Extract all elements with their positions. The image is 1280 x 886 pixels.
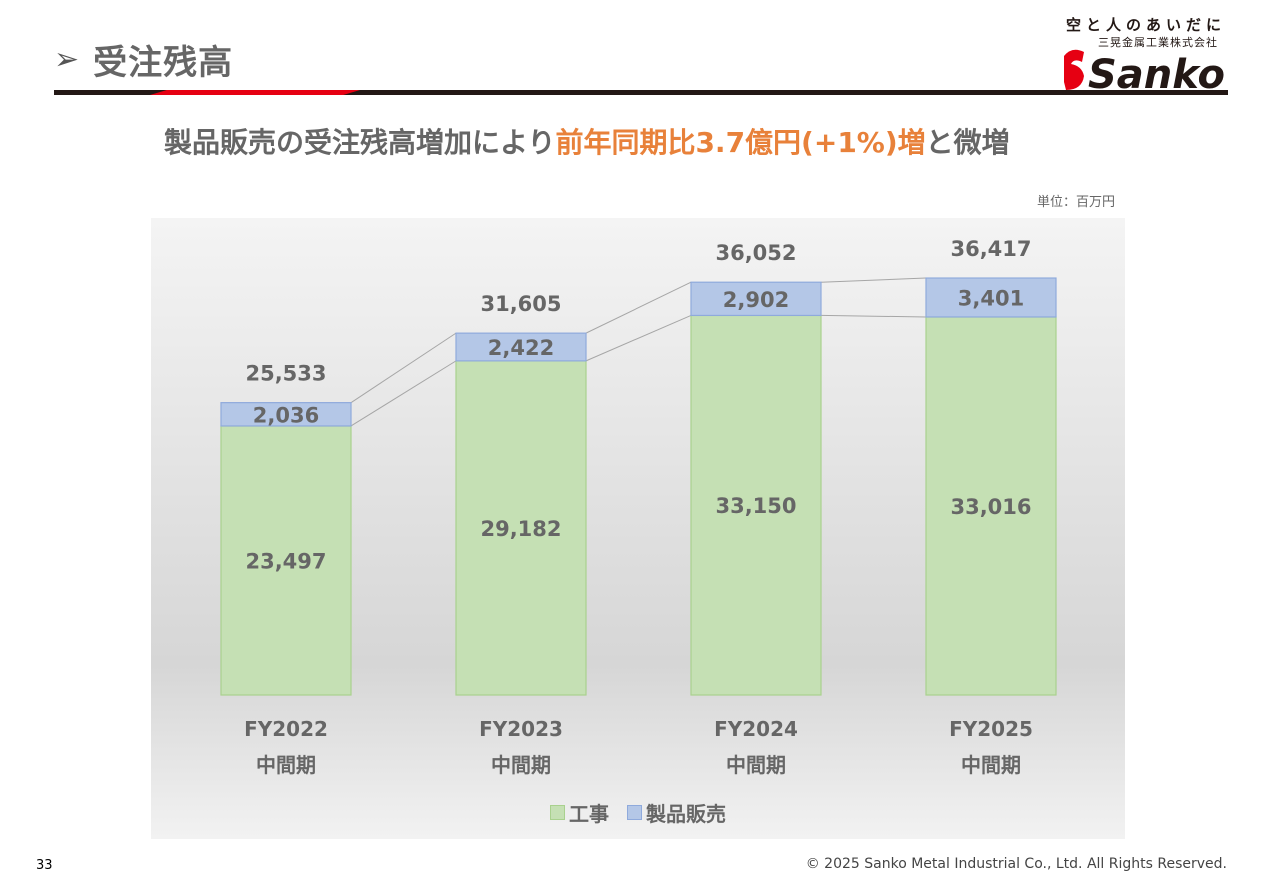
data-label-total: 31,605 bbox=[480, 292, 561, 316]
company-logo: 空と人のあいだに 三晃金属工業株式会社 Sanko bbox=[1062, 14, 1228, 94]
page-title: 受注残高 bbox=[93, 42, 234, 83]
connector-line-top bbox=[820, 277, 927, 283]
chart-panel: 23,497 2,036 25,533 FY2022 中間期 29,182 2,422 31,… bbox=[151, 218, 1125, 839]
legend-swatch-construction bbox=[550, 805, 565, 820]
unit-label: 単位：百万円 bbox=[1037, 195, 1116, 210]
connector-line-bottom bbox=[585, 314, 692, 362]
copyright: © 2025 Sanko Metal Industrial Co., Ltd. … bbox=[805, 856, 1227, 872]
arrow-bullet-icon: ➢ bbox=[54, 41, 80, 77]
x-tick-label-period: 中間期 bbox=[491, 753, 551, 777]
data-label-construction: 23,497 bbox=[245, 549, 326, 573]
stacked-bar-chart: 23,497 2,036 25,533 FY2022 中間期 29,182 2,422 31,… bbox=[220, 237, 1057, 777]
bar-construction bbox=[455, 360, 587, 696]
logo-company-name: 三晃金属工業株式会社 bbox=[1098, 36, 1218, 49]
data-label-product-sales: 2,902 bbox=[723, 288, 789, 312]
logo-slogan: 空と人のあいだに bbox=[1066, 16, 1227, 34]
title-underline bbox=[54, 90, 1228, 95]
legend-item-product-sales: 製品販売 bbox=[627, 798, 726, 827]
bar-product-sales bbox=[220, 402, 352, 427]
x-tick-label-period: 中間期 bbox=[961, 753, 1021, 777]
x-tick-label-year: FY2025 bbox=[949, 717, 1033, 741]
data-label-construction: 29,182 bbox=[480, 517, 561, 541]
x-tick-label-period: 中間期 bbox=[256, 753, 316, 777]
x-tick-label-year: FY2023 bbox=[479, 717, 563, 741]
data-label-product-sales: 3,401 bbox=[958, 286, 1024, 310]
headline-tail: と微増 bbox=[925, 126, 1010, 159]
data-label-product-sales: 2,036 bbox=[253, 403, 319, 427]
headline-highlight: 前年同期比3.7億円(+1%)増 bbox=[555, 126, 926, 159]
chart-legend: 工事 製品販売 bbox=[151, 798, 1125, 827]
legend-label-construction: 工事 bbox=[569, 802, 609, 826]
connector-line-bottom bbox=[820, 314, 927, 318]
x-tick-label-period: 中間期 bbox=[726, 753, 786, 777]
headline: 製品販売の受注残高増加により前年同期比3.7億円(+1%)増と微増 bbox=[164, 124, 1124, 162]
data-label-product-sales: 2,422 bbox=[488, 336, 554, 360]
legend-swatch-product-sales bbox=[627, 805, 642, 820]
data-label-total: 36,052 bbox=[715, 241, 796, 265]
connector-line-top bbox=[585, 281, 692, 334]
data-label-construction: 33,150 bbox=[715, 494, 796, 518]
bar-product-sales bbox=[690, 281, 822, 317]
legend-item-construction: 工事 bbox=[550, 798, 609, 827]
headline-text: 製品販売の受注残高増加により bbox=[164, 126, 556, 159]
connector-line-bottom bbox=[350, 360, 457, 427]
bar-product-sales bbox=[455, 332, 587, 362]
data-label-total: 36,417 bbox=[950, 237, 1031, 261]
connector-line-top bbox=[350, 332, 457, 404]
data-label-total: 25,533 bbox=[245, 362, 326, 386]
x-tick-label-year: FY2024 bbox=[714, 717, 798, 741]
x-tick-label-year: FY2022 bbox=[244, 717, 328, 741]
logo-brand-text: Sanko bbox=[1088, 52, 1225, 94]
title-underline-accent bbox=[150, 90, 360, 95]
sanko-logo-mark: Sanko bbox=[1064, 49, 1225, 94]
slide-title: ➢ 受注残高 bbox=[54, 34, 233, 84]
bar-product-sales bbox=[925, 277, 1057, 318]
data-label-construction: 33,016 bbox=[950, 495, 1031, 519]
page-number: 33 bbox=[36, 858, 53, 873]
legend-label-product-sales: 製品販売 bbox=[646, 802, 726, 826]
bar-construction bbox=[220, 425, 352, 696]
